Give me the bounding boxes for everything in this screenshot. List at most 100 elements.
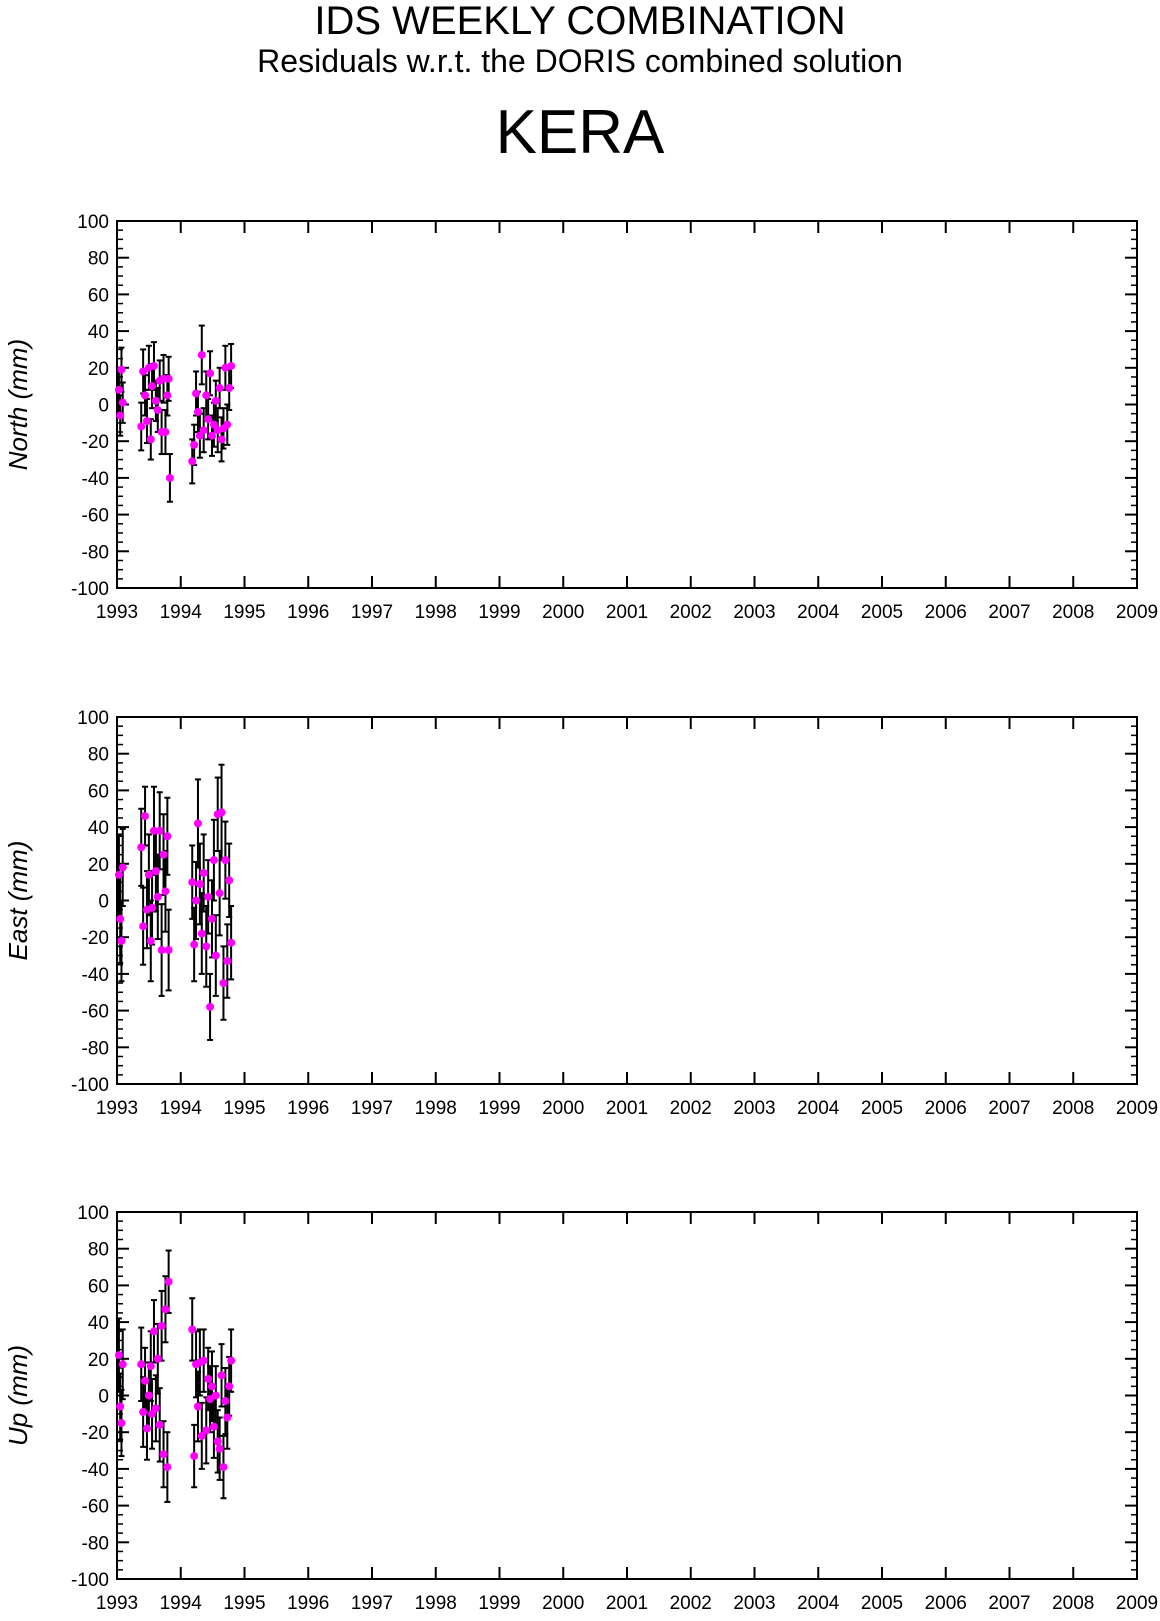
x-tick-label: 2000 (542, 602, 584, 623)
data-point (164, 374, 173, 383)
x-tick-label: 2000 (542, 1593, 584, 1614)
y-tick-label: 40 (88, 1313, 109, 1334)
data-point (149, 1327, 158, 1336)
data-point (202, 942, 211, 951)
x-tick-label: 2005 (861, 1593, 903, 1614)
y-axis-label: East (mm) (3, 841, 33, 961)
data-point (157, 946, 166, 955)
data-point (193, 407, 202, 416)
x-tick-label: 1993 (96, 1098, 138, 1119)
y-tick-label: 60 (88, 285, 109, 306)
data-point (137, 422, 146, 431)
x-tick-label: 1998 (415, 1098, 457, 1119)
data-point (139, 367, 148, 376)
x-tick-label: 2002 (670, 1098, 712, 1119)
data-point (159, 850, 168, 859)
x-tick-label: 1995 (223, 1593, 265, 1614)
data-point (146, 936, 155, 945)
data-point (211, 1391, 220, 1400)
x-tick-label: 1996 (287, 1593, 329, 1614)
data-point (188, 878, 197, 887)
data-series (114, 1249, 236, 1503)
data-point (225, 1382, 234, 1391)
x-tick-label: 2006 (925, 1593, 967, 1614)
x-tick-label: 2006 (925, 602, 967, 623)
x-tick-label: 1995 (223, 602, 265, 623)
y-axis-label: North (mm) (3, 339, 33, 470)
data-point (221, 856, 230, 865)
x-tick-label: 2002 (670, 1593, 712, 1614)
data-point (117, 1419, 126, 1428)
data-point (141, 1376, 150, 1385)
data-point (163, 1463, 172, 1472)
data-point (197, 350, 206, 359)
y-tick-label: -20 (82, 928, 109, 949)
x-tick-label: 1996 (287, 602, 329, 623)
data-point (139, 922, 148, 931)
data-point (153, 892, 162, 901)
data-point (223, 957, 232, 966)
data-point (197, 929, 206, 938)
x-tick-label: 1996 (287, 1098, 329, 1119)
y-tick-label: 80 (88, 1240, 109, 1261)
x-tick-label: 2001 (606, 602, 648, 623)
data-point (209, 1422, 218, 1431)
x-tick-label: 2004 (797, 1593, 840, 1614)
data-point (142, 1424, 151, 1433)
plot-frame (116, 220, 1138, 589)
x-tick-label: 1994 (160, 602, 203, 623)
x-tick-label: 2003 (733, 1098, 775, 1119)
x-tick-label: 1994 (160, 1098, 203, 1119)
data-point (211, 951, 220, 960)
y-tick-label: -100 (71, 579, 109, 600)
x-tick-label: 2008 (1052, 1593, 1094, 1614)
x-tick-label: 1997 (351, 1593, 393, 1614)
y-tick-label: -20 (82, 432, 109, 453)
data-point (116, 411, 125, 420)
y-tick-label: 40 (88, 818, 109, 839)
x-tick-label: 1997 (351, 602, 393, 623)
data-series (114, 324, 236, 503)
x-tick-label: 2007 (988, 1593, 1030, 1614)
y-tick-label: -100 (71, 1570, 109, 1591)
x-tick-label: 2001 (606, 1593, 648, 1614)
y-tick-label: 20 (88, 855, 109, 876)
x-tick-label: 1998 (415, 1593, 457, 1614)
chart-title: IDS WEEKLY COMBINATION (314, 0, 846, 43)
x-tick-label: 2004 (797, 602, 840, 623)
data-point (225, 383, 234, 392)
data-point (190, 940, 199, 949)
data-point (116, 1402, 125, 1411)
x-tick-label: 2005 (861, 1098, 903, 1119)
data-point (117, 365, 126, 374)
y-tick-label: 60 (88, 781, 109, 802)
data-point (146, 1362, 155, 1371)
x-tick-label: 1993 (96, 1593, 138, 1614)
y-tick-label: 100 (77, 212, 109, 233)
data-point (204, 892, 213, 901)
data-point (193, 819, 202, 828)
data-point (199, 868, 208, 877)
data-point (202, 391, 211, 400)
data-point (227, 938, 236, 947)
data-point (141, 812, 150, 821)
data-point (159, 1450, 168, 1459)
data-point (188, 457, 197, 466)
data-point (153, 406, 162, 415)
data-point (209, 856, 218, 865)
x-tick-label: 2009 (1116, 1098, 1158, 1119)
x-tick-label: 2004 (797, 1098, 840, 1119)
data-point (118, 863, 127, 872)
data-point (188, 1325, 197, 1334)
y-tick-label: 0 (98, 396, 109, 417)
data-point (192, 389, 201, 398)
data-point (144, 1391, 153, 1400)
data-point (163, 832, 172, 841)
x-tick-label: 2009 (1116, 1593, 1158, 1614)
data-point (217, 435, 226, 444)
y-tick-label: 100 (77, 1203, 109, 1224)
data-point (155, 1420, 164, 1429)
